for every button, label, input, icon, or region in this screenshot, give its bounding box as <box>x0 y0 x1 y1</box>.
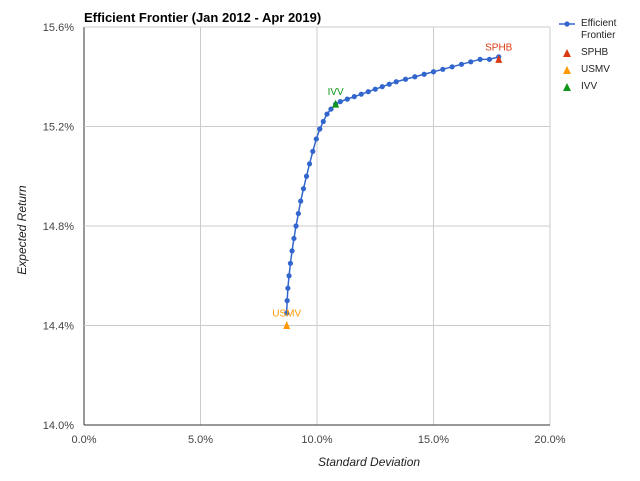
frontier-line <box>285 56 499 314</box>
usmv-data-label: USMV <box>272 309 301 320</box>
legend-label: Efficient Frontier <box>581 18 617 41</box>
x-axis-label: Standard Deviation <box>318 455 421 469</box>
frontier-point <box>303 173 310 179</box>
legend-label: USMV <box>581 64 610 75</box>
frontier-point <box>421 71 427 77</box>
series-layer <box>283 54 503 329</box>
frontier-point <box>293 223 299 229</box>
frontier-point <box>412 74 418 80</box>
frontier-point <box>372 86 378 92</box>
frontier-point <box>285 285 291 291</box>
label-layer: SPHB USMV IVV <box>272 42 512 319</box>
ivv-data-label: IVV <box>328 87 344 98</box>
legend-item: SPHB <box>558 47 640 59</box>
frontier-point <box>310 148 316 154</box>
frontier-point <box>379 84 385 90</box>
frontier-point <box>324 111 330 117</box>
x-tick-label: 15.0% <box>418 434 449 446</box>
axis-layer: 0.0% 5.0% 10.0% 15.0% 20.0% 14.0% 14.4% 14.8% 15… <box>43 22 566 446</box>
grid-layer <box>83 26 551 426</box>
legend-swatch <box>563 49 571 57</box>
legend-marker <box>563 49 571 57</box>
frontier-point <box>344 96 350 102</box>
frontier-point <box>365 89 371 95</box>
frontier-point <box>337 99 343 105</box>
frontier-point <box>402 76 409 82</box>
legend-marker <box>563 66 571 74</box>
y-tick-label: 15.2% <box>43 122 74 134</box>
y-tick-label: 15.6% <box>43 22 74 34</box>
frontier-point <box>449 64 455 70</box>
frontier-point <box>430 69 437 75</box>
frontier-point <box>486 56 493 62</box>
frontier-point <box>289 248 295 254</box>
legend-marker <box>564 21 570 27</box>
sphb-point <box>495 54 503 63</box>
sphb-data-label: SPHB <box>485 42 513 53</box>
legend-swatch <box>563 66 571 74</box>
frontier-point <box>328 106 334 112</box>
y-tick-label: 14.4% <box>43 321 74 333</box>
legend-swatch <box>559 21 575 27</box>
frontier-point <box>306 161 313 167</box>
legend-label: IVV <box>581 81 598 92</box>
legend-item: Efficient Frontier <box>558 18 640 42</box>
legend-swatch <box>563 83 571 91</box>
frontier-point <box>468 59 474 65</box>
frontier-point <box>477 56 483 62</box>
x-tick-label: 20.0% <box>534 434 565 446</box>
legend-marker <box>563 83 571 91</box>
ivv-point <box>332 99 340 108</box>
frontier-point <box>300 186 307 192</box>
frontier-point <box>317 126 323 132</box>
frontier-point <box>393 79 399 85</box>
legend-label: SPHB <box>581 47 609 58</box>
frontier-point <box>284 310 290 316</box>
y-tick-label: 14.8% <box>43 221 74 233</box>
frontier-point <box>458 61 465 67</box>
frontier-point <box>358 91 364 97</box>
x-tick-label: 0.0% <box>71 434 96 446</box>
frontier-point <box>313 136 319 142</box>
frontier-point <box>286 273 292 279</box>
legend-item: USMV <box>558 64 640 76</box>
frontier-point <box>295 210 301 217</box>
x-tick-label: 10.0% <box>301 434 332 446</box>
usmv-point <box>283 321 291 329</box>
legend: Efficient Frontier SPHB USMV IVV <box>558 18 640 98</box>
x-tick-label: 5.0% <box>188 434 213 446</box>
frontier-point <box>320 118 326 125</box>
frontier-point <box>284 298 290 304</box>
y-tick-label: 14.0% <box>43 420 74 432</box>
frontier-point <box>298 198 304 204</box>
legend-item: IVV <box>558 81 640 93</box>
frontier-point <box>351 94 357 100</box>
frontier-point <box>440 66 446 72</box>
chart-title: Efficient Frontier (Jan 2012 - Apr 2019) <box>84 10 322 25</box>
frontier-point <box>386 81 392 87</box>
frontier-point <box>291 235 297 242</box>
frontier-point <box>287 260 294 266</box>
